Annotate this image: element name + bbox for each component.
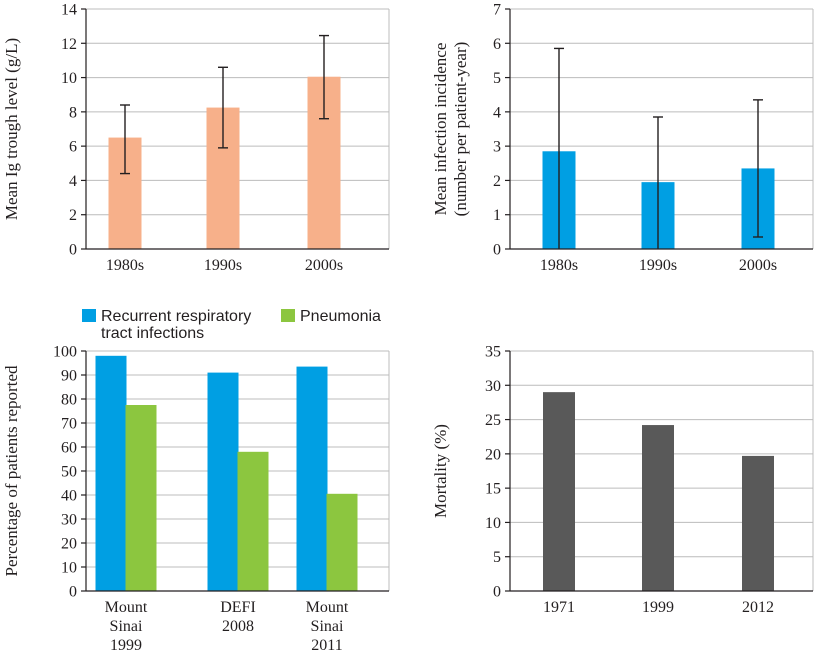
x-tick-label: 2011	[311, 637, 342, 652]
x-tick-label: DEFI	[220, 599, 256, 616]
y-tick-label: 4	[493, 104, 501, 121]
x-tick-label: 1980s	[540, 257, 578, 274]
y-tick-label: 0	[69, 242, 77, 259]
y-tick-label: 25	[485, 412, 501, 429]
bar	[742, 455, 774, 591]
bar	[543, 392, 575, 591]
legend-swatch	[82, 309, 96, 322]
x-tick-label: Mount	[306, 599, 349, 616]
x-tick-label: 1999	[110, 637, 142, 652]
bar	[237, 451, 269, 591]
y-tick-label: 12	[61, 36, 77, 53]
y-tick-label: 35	[485, 344, 501, 361]
y-tick-label: 4	[69, 173, 77, 190]
y-tick-label: 14	[61, 2, 77, 19]
legend-label: Recurrent respiratory	[101, 308, 251, 325]
y-tick-label: 0	[69, 584, 77, 601]
bar	[326, 493, 358, 591]
y-tick-label: 0	[493, 584, 501, 601]
y-tick-label: 20	[61, 536, 77, 553]
legend-label: tract infections	[101, 325, 204, 342]
bar	[125, 405, 157, 591]
x-tick-label: 1971	[543, 599, 575, 616]
x-tick-label: 1990s	[639, 257, 677, 274]
legend-label: Pneumonia	[300, 308, 381, 325]
y-tick-label: 2	[69, 207, 77, 224]
bar	[642, 425, 674, 591]
y-tick-label: 6	[69, 139, 77, 156]
y-tick-label: 30	[485, 378, 501, 395]
y-axis-label: (number per patient-year)	[451, 42, 470, 217]
y-tick-label: 5	[493, 549, 501, 566]
x-tick-label: 2008	[222, 618, 254, 635]
y-axis-label: Mean infection incidence	[431, 43, 450, 216]
bar	[207, 372, 239, 591]
panel-mortality: 0 5 10 15 20 25 30 35 1971 1999 2012 Mortality (%)	[431, 344, 814, 616]
x-tick-label: 2012	[742, 599, 774, 616]
x-tick-label: 1990s	[204, 257, 242, 274]
x-tick-label: 1999	[642, 599, 674, 616]
bar	[95, 355, 127, 591]
y-tick-label: 100	[53, 344, 77, 361]
y-tick-label: 8	[69, 104, 77, 121]
y-tick-label: 10	[61, 560, 77, 577]
x-tick-label: 2000s	[739, 257, 777, 274]
y-tick-label: 40	[61, 488, 77, 505]
y-axis-label: Mortality (%)	[431, 424, 450, 518]
x-tick-label: Sinai	[311, 618, 344, 635]
y-tick-label: 80	[61, 392, 77, 409]
y-tick-label: 50	[61, 464, 77, 481]
y-tick-label: 90	[61, 368, 77, 385]
y-axis-label: Mean Ig trough level (g/L)	[2, 38, 21, 220]
y-tick-label: 10	[61, 70, 77, 87]
y-tick-label: 0	[493, 242, 501, 259]
y-tick-label: 1	[493, 207, 501, 224]
y-tick-label: 20	[485, 446, 501, 463]
y-tick-label: 7	[493, 2, 501, 19]
y-tick-label: 5	[493, 70, 501, 87]
x-tick-label: 2000s	[305, 257, 343, 274]
x-tick-label: Mount	[105, 599, 148, 616]
legend-swatch	[281, 309, 295, 322]
bar	[296, 366, 328, 591]
y-tick-label: 10	[485, 515, 501, 532]
y-axis-label: Percentage of patients reported	[2, 365, 21, 576]
panel-percentage-reported: 0 10 20 30 40 50 60 70 80 90 100 Mount Sinai 1999 DEFI…	[2, 308, 390, 652]
panel-infection-incidence: 0 1 2 3 4 5 6 7 1980s 1990s 2000s Mean infection in…	[431, 2, 814, 274]
y-tick-label: 6	[493, 36, 501, 53]
y-tick-label: 60	[61, 440, 77, 457]
y-tick-label: 70	[61, 416, 77, 433]
y-tick-label: 3	[493, 139, 501, 156]
y-tick-label: 15	[485, 481, 501, 498]
y-tick-label: 2	[493, 173, 501, 190]
y-tick-label: 30	[61, 512, 77, 529]
x-tick-label: 1980s	[106, 257, 144, 274]
panel-ig-trough: 0 2 4 6 8 10 12 14 1980s 1990s 2000s Mean Ig trough…	[2, 2, 390, 274]
x-tick-label: Sinai	[110, 618, 143, 635]
